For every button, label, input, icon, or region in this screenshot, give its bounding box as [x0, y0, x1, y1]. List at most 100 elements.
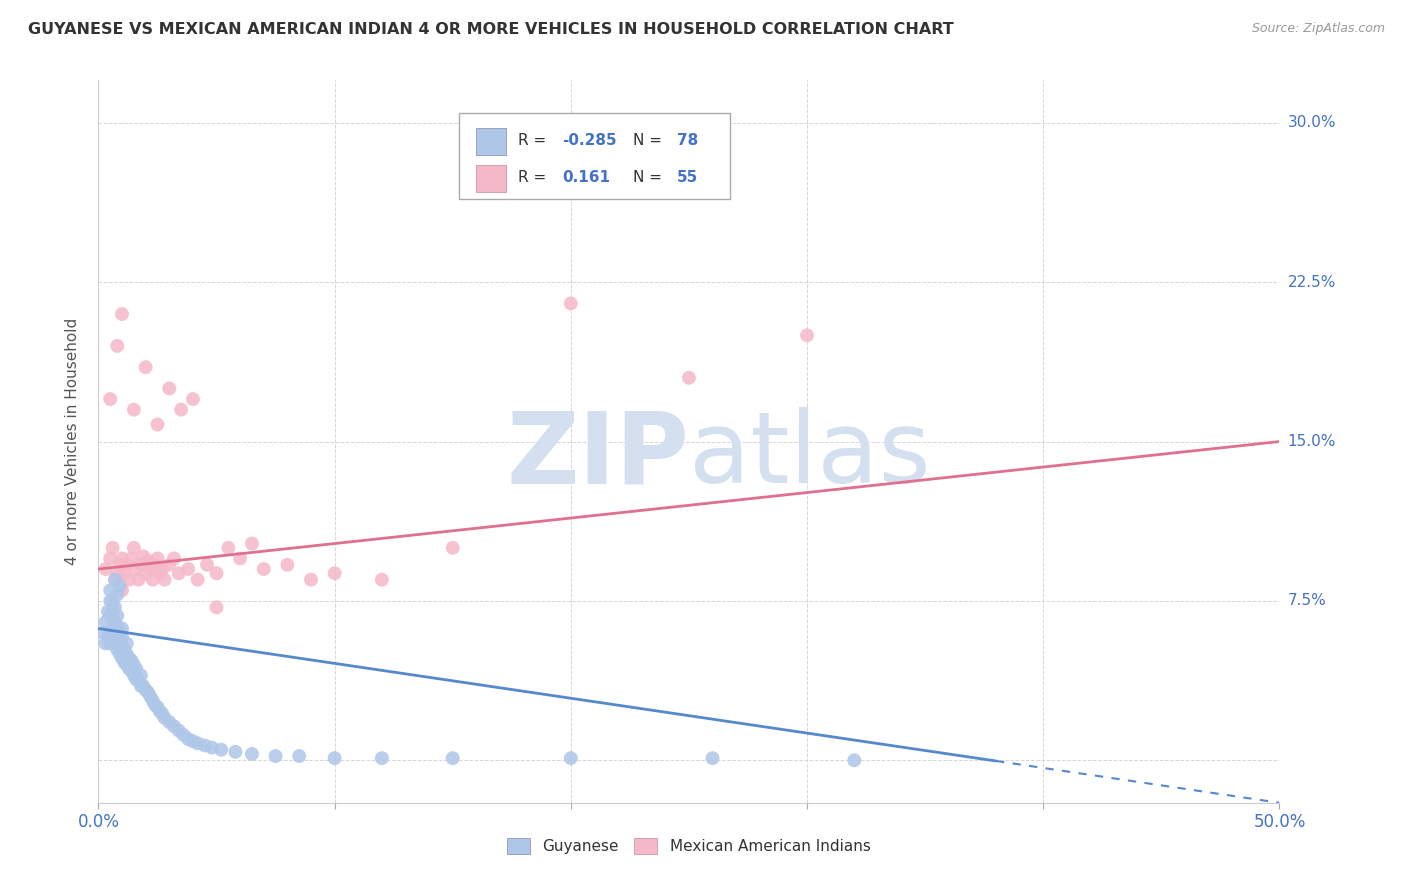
Text: 78: 78: [678, 133, 699, 148]
Point: [91, 625, 114, 640]
Point: [157, 714, 180, 729]
Point: [108, 579, 131, 593]
Point: [115, 647, 138, 661]
Point: [128, 573, 150, 587]
Point: [371, 751, 394, 765]
Point: [98, 636, 121, 650]
Point: [128, 673, 150, 687]
Point: [167, 723, 190, 738]
Point: [112, 656, 135, 670]
Point: [142, 573, 165, 587]
Point: [122, 541, 145, 555]
Point: [98, 625, 121, 640]
Point: [129, 668, 152, 682]
Point: [98, 594, 121, 608]
Text: 15.0%: 15.0%: [1288, 434, 1336, 449]
Point: [104, 573, 127, 587]
Point: [101, 594, 124, 608]
Point: [163, 551, 186, 566]
Point: [157, 381, 180, 395]
Point: [560, 296, 582, 310]
Point: [111, 583, 134, 598]
Point: [122, 402, 145, 417]
FancyBboxPatch shape: [458, 112, 730, 200]
Point: [139, 562, 162, 576]
Point: [240, 536, 263, 550]
Point: [115, 558, 138, 572]
Point: [172, 728, 194, 742]
Point: [101, 605, 124, 619]
Point: [149, 566, 172, 581]
Point: [122, 657, 145, 672]
Point: [94, 562, 117, 576]
Point: [441, 541, 464, 555]
Point: [194, 739, 217, 753]
Point: [121, 653, 143, 667]
Point: [702, 751, 724, 765]
Text: Source: ZipAtlas.com: Source: ZipAtlas.com: [1251, 22, 1385, 36]
Point: [163, 719, 186, 733]
Point: [146, 417, 169, 432]
Text: atlas: atlas: [689, 408, 931, 505]
Text: 0.161: 0.161: [562, 170, 610, 186]
Point: [105, 630, 128, 644]
Point: [118, 662, 141, 676]
Point: [108, 625, 131, 640]
Point: [143, 698, 166, 712]
Text: 55: 55: [678, 170, 699, 186]
Point: [108, 636, 131, 650]
Point: [132, 679, 155, 693]
Legend: Guyanese, Mexican American Indians: Guyanese, Mexican American Indians: [502, 832, 876, 860]
Point: [118, 573, 141, 587]
Text: 30.0%: 30.0%: [1288, 115, 1336, 130]
Point: [98, 608, 121, 623]
Point: [101, 630, 124, 644]
Y-axis label: 4 or more Vehicles in Household: 4 or more Vehicles in Household: [65, 318, 80, 566]
Point: [98, 583, 121, 598]
Point: [129, 679, 152, 693]
Text: N =: N =: [634, 170, 668, 186]
Point: [177, 732, 200, 747]
Point: [105, 339, 128, 353]
Point: [121, 551, 143, 566]
FancyBboxPatch shape: [477, 128, 506, 155]
Point: [181, 734, 204, 748]
Point: [98, 551, 121, 566]
Point: [112, 642, 135, 657]
Point: [153, 573, 176, 587]
Point: [187, 573, 209, 587]
Point: [105, 619, 128, 633]
Point: [170, 402, 193, 417]
FancyBboxPatch shape: [477, 165, 506, 193]
Text: ZIP: ZIP: [506, 408, 689, 505]
Point: [224, 745, 246, 759]
Point: [796, 328, 818, 343]
Point: [121, 664, 143, 678]
Point: [146, 551, 169, 566]
Point: [560, 751, 582, 765]
Text: GUYANESE VS MEXICAN AMERICAN INDIAN 4 OR MORE VEHICLES IN HOUSEHOLD CORRELATION : GUYANESE VS MEXICAN AMERICAN INDIAN 4 OR…: [28, 22, 953, 37]
Point: [104, 636, 127, 650]
Point: [149, 705, 172, 719]
Point: [167, 566, 190, 581]
Point: [201, 740, 224, 755]
Point: [104, 625, 127, 640]
Point: [132, 549, 155, 564]
Point: [112, 566, 135, 581]
Point: [105, 588, 128, 602]
Text: 7.5%: 7.5%: [1288, 593, 1326, 608]
Point: [157, 558, 180, 572]
Point: [104, 573, 127, 587]
Point: [122, 668, 145, 682]
Point: [323, 751, 346, 765]
Point: [111, 630, 134, 644]
Point: [125, 662, 148, 676]
Point: [299, 573, 322, 587]
Point: [323, 566, 346, 581]
Point: [150, 562, 173, 576]
Point: [94, 636, 117, 650]
Point: [105, 566, 128, 581]
Point: [125, 562, 148, 576]
Point: [98, 392, 121, 406]
Point: [143, 558, 166, 572]
